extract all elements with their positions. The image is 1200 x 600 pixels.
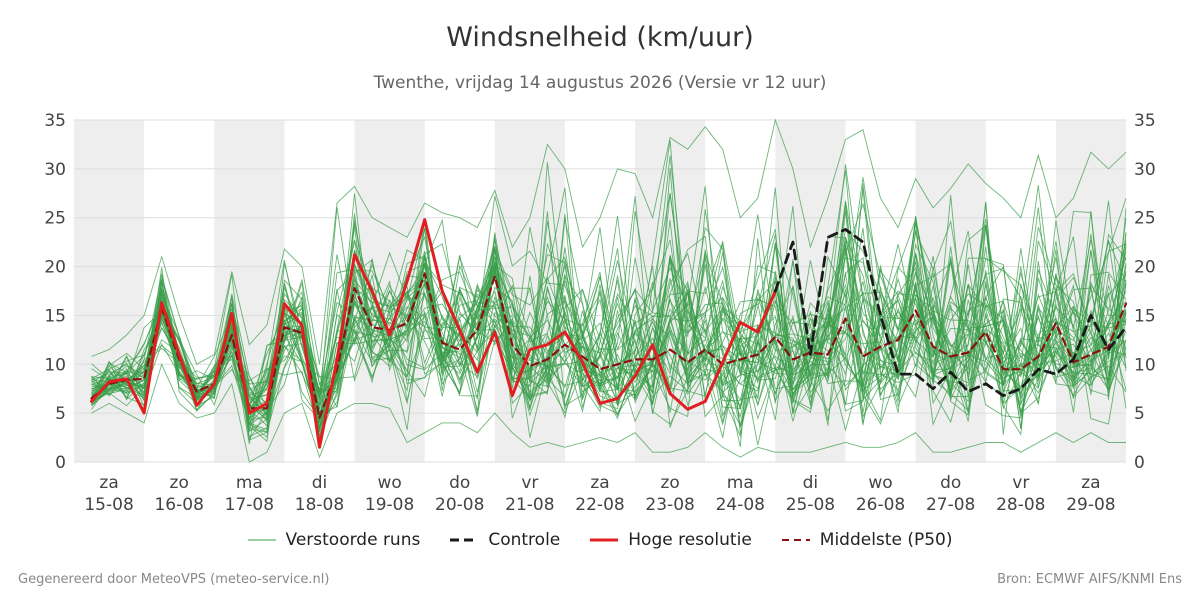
x-tick-date: 21-08 bbox=[505, 495, 554, 515]
footer-source: Bron: ECMWF AIFS/KNMI Ens bbox=[997, 572, 1182, 587]
ensemble-member-line bbox=[91, 228, 1127, 432]
y-tick-label: 30 bbox=[44, 160, 66, 180]
legend-label: Hoge resolutie bbox=[628, 530, 752, 550]
chart-subtitle: Twenthe, vrijdag 14 augustus 2026 (Versi… bbox=[373, 73, 827, 93]
y-tick-label: 5 bbox=[55, 404, 66, 424]
ensemble-member-line bbox=[91, 265, 1127, 433]
x-tick-date: 20-08 bbox=[435, 495, 484, 515]
x-tick-day: wo bbox=[868, 473, 892, 493]
median-line bbox=[90, 272, 1128, 420]
y-tick-label: 35 bbox=[44, 111, 66, 131]
ensemble-member-line bbox=[91, 219, 1127, 428]
ensemble-member-line bbox=[91, 216, 1127, 426]
ensemble-lines bbox=[91, 118, 1127, 463]
ensemble-member-line bbox=[91, 235, 1127, 421]
ensemble-member-line bbox=[91, 195, 1127, 443]
x-tick-date: 25-08 bbox=[786, 495, 835, 515]
x-tick-day: wo bbox=[377, 473, 401, 493]
y-tick-label-right: 20 bbox=[1134, 258, 1156, 278]
x-tick-day: do bbox=[449, 473, 470, 493]
x-tick-day: vr bbox=[1012, 473, 1029, 493]
x-tick-date: 23-08 bbox=[645, 495, 694, 515]
ensemble-member-line bbox=[91, 240, 1127, 438]
ensemble-member-line bbox=[91, 363, 1126, 463]
x-tick-date: 16-08 bbox=[154, 495, 203, 515]
legend-label: Controle bbox=[488, 530, 561, 550]
x-axis: za15-08zo16-08ma17-08di18-08wo19-08do20-… bbox=[84, 473, 1115, 515]
x-tick-date: 17-08 bbox=[225, 495, 274, 515]
legend-item-control: Controle bbox=[450, 530, 560, 550]
legend-item-hires: Hoge resolutie bbox=[590, 530, 752, 550]
y-axis-right: 0 5 10 15 20 25 30 35 bbox=[1134, 111, 1156, 473]
day-band bbox=[1055, 120, 1126, 462]
ensemble-member-line bbox=[91, 208, 1127, 427]
x-tick-date: 29-08 bbox=[1066, 495, 1115, 515]
ensemble-member-line bbox=[91, 193, 1127, 433]
ensemble-member-line bbox=[91, 140, 1127, 441]
hires-line bbox=[90, 218, 777, 449]
x-tick-date: 26-08 bbox=[856, 495, 905, 515]
x-tick-day: ma bbox=[236, 473, 263, 493]
y-tick-label-right: 30 bbox=[1134, 160, 1156, 180]
y-tick-label: 10 bbox=[44, 355, 66, 375]
x-tick-day: za bbox=[99, 473, 118, 493]
y-tick-label: 0 bbox=[55, 453, 66, 473]
main-lines bbox=[90, 218, 1128, 449]
x-tick-day: do bbox=[940, 473, 961, 493]
y-tick-label: 15 bbox=[44, 306, 66, 326]
legend: Verstoorde runs Controle Hoge resolutie … bbox=[0, 530, 1200, 550]
ensemble-member-line bbox=[91, 118, 1127, 365]
legend-label: Verstoorde runs bbox=[285, 530, 421, 550]
x-tick-day: za bbox=[590, 473, 609, 493]
x-tick-date: 19-08 bbox=[365, 495, 414, 515]
ensemble-member-line bbox=[91, 168, 1127, 442]
x-tick-day: vr bbox=[521, 473, 538, 493]
x-tick-date: 28-08 bbox=[996, 495, 1045, 515]
x-tick-date: 18-08 bbox=[295, 495, 344, 515]
x-tick-date: 24-08 bbox=[716, 495, 765, 515]
x-tick-day: ma bbox=[727, 473, 754, 493]
y-tick-label-right: 35 bbox=[1134, 111, 1156, 131]
x-tick-date: 15-08 bbox=[84, 495, 133, 515]
chart-title: Windsnelheid (km/uur) bbox=[446, 22, 754, 53]
x-tick-day: di bbox=[803, 473, 819, 493]
x-tick-date: 27-08 bbox=[926, 495, 975, 515]
y-tick-label: 25 bbox=[44, 209, 66, 229]
y-axis-left: 0 5 10 15 20 25 30 35 bbox=[44, 111, 66, 473]
x-tick-day: zo bbox=[660, 473, 679, 493]
footer-generator: Gegenereerd door MeteoVPS (meteo-service… bbox=[18, 572, 330, 587]
y-tick-label-right: 10 bbox=[1134, 355, 1156, 375]
y-tick-label-right: 25 bbox=[1134, 209, 1156, 229]
legend-label: Middelste (P50) bbox=[819, 530, 953, 550]
x-tick-day: di bbox=[312, 473, 328, 493]
y-tick-label-right: 0 bbox=[1134, 453, 1145, 473]
y-tick-label-right: 5 bbox=[1134, 404, 1145, 424]
legend-item-ensemble: Verstoorde runs bbox=[247, 530, 421, 550]
ensemble-member-line bbox=[91, 230, 1127, 425]
ensemble-member-line bbox=[91, 207, 1127, 430]
legend-item-median: Middelste (P50) bbox=[781, 530, 953, 550]
y-tick-label: 20 bbox=[44, 258, 66, 278]
x-tick-date: 22-08 bbox=[575, 495, 624, 515]
control-line bbox=[773, 227, 1128, 398]
x-tick-day: za bbox=[1081, 473, 1100, 493]
day-bands bbox=[74, 120, 1126, 462]
day-band bbox=[74, 120, 145, 462]
y-tick-label-right: 15 bbox=[1134, 306, 1156, 326]
x-tick-day: zo bbox=[170, 473, 189, 493]
ensemble-member-line bbox=[91, 222, 1127, 438]
ensemble-member-line bbox=[91, 219, 1127, 420]
